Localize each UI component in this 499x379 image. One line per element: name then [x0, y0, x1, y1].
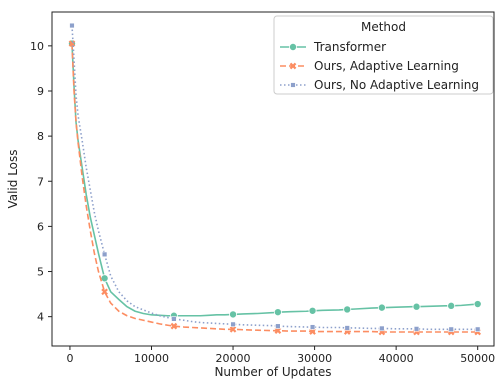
- marker-stroke: [229, 325, 237, 333]
- legend: Method Transformer Ours, Adaptive Learnin…: [273, 15, 494, 95]
- x-tick-label: 40000: [379, 352, 414, 365]
- plot-area: [67, 22, 482, 336]
- y-tick-label: 7: [37, 175, 44, 188]
- legend-item-ours-adaptive-learning: Ours, Adaptive Learning: [280, 59, 459, 73]
- marker-stroke: [274, 327, 282, 334]
- data-point: [412, 302, 421, 311]
- marker-stroke: [170, 322, 178, 330]
- data-point: [229, 310, 238, 319]
- data-point: [308, 306, 317, 315]
- series-line: [71, 25, 478, 331]
- data-point: [473, 300, 482, 309]
- x-tick-label: 30000: [297, 352, 332, 365]
- legend-marker: [288, 43, 297, 52]
- data-point: [170, 322, 178, 330]
- legend-label: Ours, Adaptive Learning: [314, 59, 459, 73]
- data-point: [377, 303, 386, 312]
- data-point: [101, 251, 108, 258]
- data-point: [273, 308, 282, 317]
- x-tick-label: 20000: [216, 352, 251, 365]
- x-tick-label: 50000: [460, 352, 495, 365]
- y-tick-label: 4: [37, 311, 44, 324]
- legend-marker: [290, 82, 296, 88]
- series-line: [71, 43, 478, 317]
- data-point: [274, 327, 282, 334]
- y-tick-label: 8: [37, 130, 44, 143]
- legend-label: Transformer: [313, 40, 386, 54]
- x-tick-label: 0: [66, 352, 73, 365]
- x-axis-label: Number of Updates: [214, 365, 331, 379]
- data-point: [343, 305, 352, 314]
- data-point: [379, 325, 385, 332]
- series-line: [71, 43, 478, 333]
- legend-items: Transformer Ours, Adaptive Learning Ours, …: [280, 40, 479, 92]
- data-point: [448, 326, 454, 332]
- marker-stroke: [309, 328, 316, 335]
- x-tick-label: 10000: [134, 352, 169, 365]
- legend-item-ours-no-adaptive-learning: Ours, No Adaptive Learning: [280, 78, 479, 92]
- data-point: [229, 325, 237, 333]
- data-point: [230, 321, 236, 328]
- y-tick-label: 6: [37, 220, 44, 233]
- marker-stroke: [101, 288, 108, 296]
- marker-stroke: [289, 62, 297, 70]
- data-point: [344, 325, 350, 331]
- y-tick-label: 5: [37, 266, 44, 279]
- legend-marker: [289, 62, 297, 70]
- y-axis-label: Valid Loss: [6, 149, 20, 208]
- data-point: [275, 323, 281, 329]
- axes-frame: [51, 11, 495, 347]
- legend-item-transformer: Transformer: [280, 40, 386, 54]
- data-point: [101, 288, 108, 296]
- data-point: [413, 326, 420, 332]
- legend-box: [273, 15, 494, 95]
- data-point: [69, 22, 75, 29]
- y-tick-label: 10: [30, 40, 44, 53]
- data-point: [447, 301, 456, 310]
- legend-title: Method: [361, 20, 406, 34]
- legend-label: Ours, No Adaptive Learning: [314, 78, 479, 92]
- x-axis: 0 10000 20000 30000 40000 50000: [66, 346, 495, 365]
- data-point: [309, 328, 316, 335]
- data-point: [171, 316, 177, 322]
- data-point: [309, 324, 316, 330]
- data-point: [474, 326, 481, 332]
- y-tick-label: 9: [37, 85, 44, 98]
- y-axis: 4 5 6 7 8 9 10: [30, 40, 52, 324]
- series-ours-no-adaptive-learning: [69, 22, 481, 332]
